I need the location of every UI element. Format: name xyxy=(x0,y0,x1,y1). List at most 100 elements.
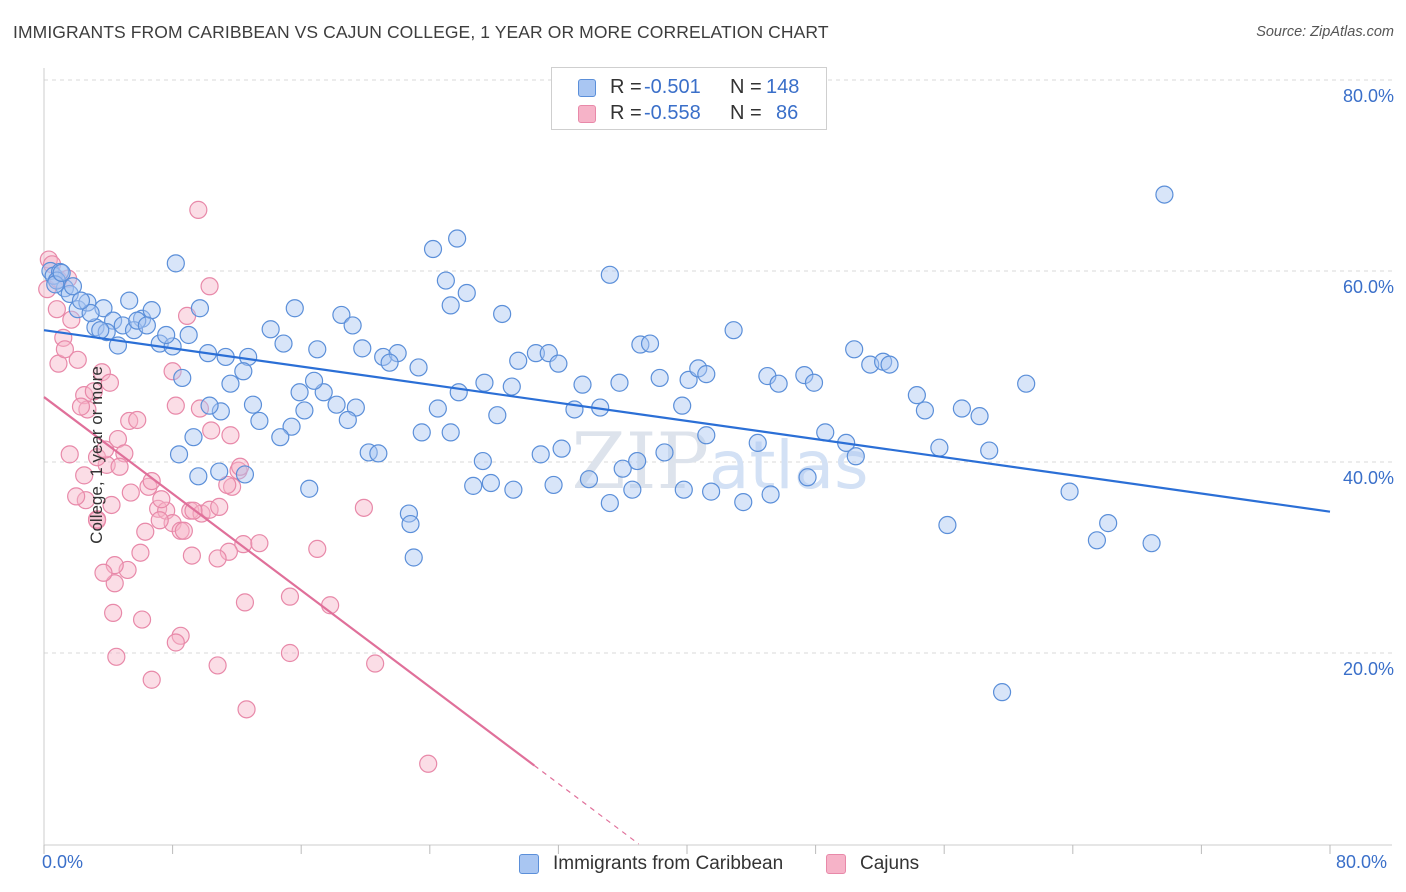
data-point-blue xyxy=(261,320,280,339)
data-point-pink xyxy=(71,397,91,416)
data-point-pink xyxy=(132,610,152,629)
data-point-blue xyxy=(493,304,512,324)
data-point-blue xyxy=(300,479,319,498)
data-point-blue xyxy=(628,451,647,471)
data-point-blue xyxy=(1155,185,1174,204)
data-point-pink xyxy=(100,373,120,392)
data-point-blue xyxy=(190,299,210,318)
data-point-blue xyxy=(327,395,346,414)
data-point-blue xyxy=(1087,531,1107,550)
data-point-pink xyxy=(87,511,107,530)
data-point-blue xyxy=(46,275,65,294)
x-tick-80: 80.0% xyxy=(1336,852,1388,872)
data-point-pink xyxy=(75,466,94,485)
data-point-pink xyxy=(102,495,121,515)
data-point-blue xyxy=(845,340,864,359)
watermark-text: ZIPatlas xyxy=(572,417,869,507)
data-point-blue xyxy=(157,325,176,345)
n-label: N = xyxy=(730,102,762,124)
data-point-pink xyxy=(139,477,158,496)
data-point-pink xyxy=(115,444,134,463)
data-point-blue xyxy=(748,433,767,452)
data-point-blue xyxy=(285,299,304,318)
data-point-blue xyxy=(623,480,642,499)
chart-title: IMMIGRANTS FROM CARIBBEAN VS CAJUN COLLE… xyxy=(13,22,829,42)
data-point-pink xyxy=(366,654,385,673)
data-point-blue xyxy=(423,239,443,259)
data-point-blue xyxy=(1099,514,1118,533)
data-point-blue xyxy=(448,229,467,248)
data-point-pink xyxy=(75,386,94,405)
axes xyxy=(43,68,1392,854)
swatch-caribbean xyxy=(578,79,596,97)
data-point-pink xyxy=(280,587,300,606)
data-point-blue xyxy=(526,344,545,363)
data-point-blue xyxy=(338,410,357,430)
data-point-pink xyxy=(280,643,300,663)
data-point-blue xyxy=(184,428,203,447)
data-point-pink xyxy=(47,300,66,319)
data-point-blue xyxy=(189,467,208,486)
data-point-pink xyxy=(208,549,227,568)
data-point-blue xyxy=(457,283,476,303)
data-point-blue xyxy=(1060,482,1079,501)
y-tick-60: 60.0% xyxy=(1342,277,1394,297)
data-point-pink xyxy=(354,498,373,517)
data-point-pink xyxy=(55,340,74,359)
source-label: Source: ZipAtlas.com xyxy=(1256,24,1394,40)
n-label: N = xyxy=(730,76,762,98)
data-point-pink xyxy=(142,670,161,689)
data-point-blue xyxy=(488,406,507,425)
data-point-pink xyxy=(62,310,81,329)
legend-swatch-cajuns xyxy=(826,854,846,874)
data-point-pink xyxy=(234,535,253,554)
data-point-blue xyxy=(724,321,743,340)
data-point-pink xyxy=(163,362,182,381)
swatch-cajuns xyxy=(578,105,596,123)
data-point-pink xyxy=(76,491,95,510)
data-point-blue xyxy=(509,351,528,370)
data-point-blue xyxy=(52,263,71,283)
data-point-blue xyxy=(952,399,971,418)
data-point-blue xyxy=(502,377,521,396)
legend-label-caribbean: Immigrants from Caribbean xyxy=(553,853,784,874)
data-point-blue xyxy=(610,373,629,392)
data-point-blue xyxy=(295,401,314,420)
data-point-blue xyxy=(369,444,388,463)
series-caribbean-points xyxy=(41,185,1174,702)
data-point-blue xyxy=(436,271,455,290)
data-point-pink xyxy=(105,574,124,593)
data-point-blue xyxy=(915,401,935,420)
data-point-pink xyxy=(152,490,171,509)
trend-line-pink xyxy=(43,396,535,767)
data-point-blue xyxy=(1017,374,1036,393)
data-point-blue xyxy=(304,371,324,390)
legend-label-cajuns: Cajuns xyxy=(860,853,920,874)
data-point-blue xyxy=(544,475,563,495)
r-value: -0.501 xyxy=(644,76,701,98)
data-point-pink xyxy=(128,410,147,430)
data-point-blue xyxy=(211,402,230,421)
data-point-pink xyxy=(208,656,227,675)
data-point-blue xyxy=(464,476,483,495)
data-point-blue xyxy=(86,318,105,337)
data-point-blue xyxy=(332,305,351,325)
data-point-blue xyxy=(552,439,571,458)
data-point-pink xyxy=(67,487,86,506)
data-point-pink xyxy=(235,593,255,612)
data-point-pink xyxy=(68,350,87,369)
data-point-blue xyxy=(113,316,132,335)
data-point-pink xyxy=(221,426,240,445)
data-point-pink xyxy=(202,421,221,440)
data-point-blue xyxy=(274,334,293,353)
series-cajuns-points xyxy=(38,200,438,773)
data-point-blue xyxy=(353,339,372,358)
data-point-blue xyxy=(761,485,780,504)
data-point-blue xyxy=(804,373,824,392)
stats-legend: R = -0.501 N = 148 R = -0.558 N = 86 xyxy=(551,67,827,130)
data-point-blue xyxy=(673,396,692,415)
data-point-blue xyxy=(549,354,568,373)
data-point-blue xyxy=(650,368,669,388)
data-point-blue xyxy=(938,515,957,535)
